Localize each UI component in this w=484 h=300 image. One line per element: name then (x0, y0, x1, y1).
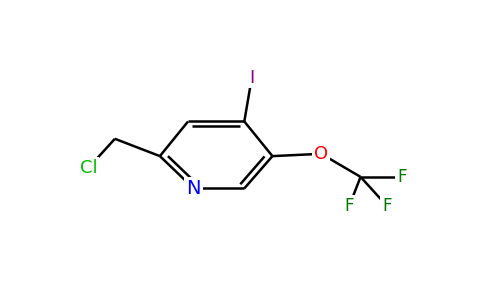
Text: O: O (314, 145, 328, 163)
Text: F: F (397, 168, 407, 186)
Text: I: I (249, 69, 255, 87)
Text: F: F (382, 197, 392, 215)
Text: N: N (186, 179, 201, 198)
Text: Cl: Cl (80, 159, 97, 177)
Text: F: F (345, 197, 354, 215)
